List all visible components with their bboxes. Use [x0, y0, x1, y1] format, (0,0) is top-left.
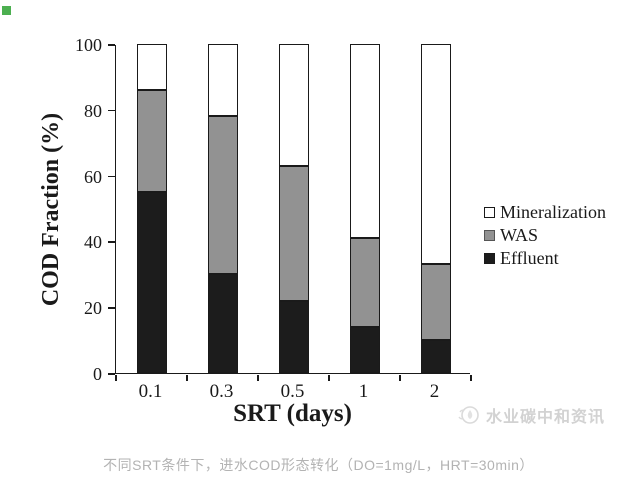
y-axis-tick: [108, 307, 115, 309]
bar-segment-was: [349, 238, 380, 327]
legend-swatch-mineralization: [484, 207, 495, 218]
x-tick-label: 0.5: [280, 381, 305, 402]
x-axis-tick: [257, 375, 259, 381]
y-axis-tick: [108, 241, 115, 243]
legend-swatch-effluent: [484, 253, 495, 264]
bar-segment-effluent: [207, 274, 238, 373]
image-caption: 不同SRT条件下，进水COD形态转化（DO=1mg/L，HRT=30min）: [103, 457, 534, 473]
y-axis-title: COD Fraction (%): [38, 112, 64, 307]
x-axis-tick: [399, 375, 401, 381]
legend-item: Mineralization: [484, 201, 606, 224]
bar-segment-was: [207, 116, 238, 275]
bar-segment-effluent: [420, 340, 451, 373]
bar-segment-was: [278, 165, 309, 301]
bar-segment-was: [136, 90, 167, 193]
bar-segment-mineralization: [420, 44, 451, 265]
cod-fraction-stacked-bar-chart: COD Fraction (%) 0 20 40 60 80 100 0.1 0.3 0.5 1…: [38, 35, 606, 427]
bar-segment-effluent: [278, 300, 309, 373]
water-drop-logo-icon: [458, 406, 479, 424]
bar-segment-effluent: [349, 326, 380, 373]
x-axis-title: SRT (days): [233, 400, 352, 427]
bar-segment-effluent: [136, 192, 167, 373]
bar-segment-mineralization: [136, 44, 167, 91]
y-tick-label: 80: [84, 100, 102, 121]
watermark: 水业碳中和资讯: [457, 403, 605, 427]
y-tick-label: 40: [84, 232, 102, 253]
green-bullet-decoration: [2, 6, 11, 15]
x-axis-tick: [470, 375, 472, 381]
y-axis-tick: [108, 109, 115, 112]
y-tick-label: 60: [84, 166, 102, 187]
y-tick-label: 100: [75, 35, 102, 55]
x-tick-label: 0.1: [138, 381, 163, 402]
x-tick-label: 2: [429, 381, 440, 402]
x-tick-label: 1: [358, 381, 369, 402]
y-tick-label: 0: [93, 364, 102, 384]
plot-area: 0 20 40 60 80 100: [75, 35, 472, 384]
legend-label: WAS: [500, 225, 539, 245]
bar-segment-mineralization: [278, 44, 309, 166]
x-axis-tick: [328, 375, 330, 381]
watermark-text: 水业碳中和资讯: [486, 409, 606, 426]
legend-label: Effluent: [500, 248, 559, 268]
x-tick-label: 0.3: [209, 381, 234, 402]
bar-segment-mineralization: [207, 44, 238, 117]
y-tick-label: 20: [84, 298, 102, 319]
legend-swatch-was: [484, 230, 495, 241]
legend-label: Mineralization: [500, 202, 606, 222]
bar-segment-mineralization: [349, 44, 380, 239]
y-axis-tick: [108, 175, 115, 178]
legend-item: WAS: [484, 224, 606, 247]
y-axis-tick: [108, 373, 115, 375]
legend: Mineralization WAS Effluent: [484, 201, 606, 270]
bar-segment-was: [420, 264, 451, 341]
x-axis-tick: [186, 375, 188, 381]
x-axis-tick: [115, 375, 117, 381]
legend-item: Effluent: [484, 247, 606, 270]
y-axis-tick: [108, 44, 115, 46]
